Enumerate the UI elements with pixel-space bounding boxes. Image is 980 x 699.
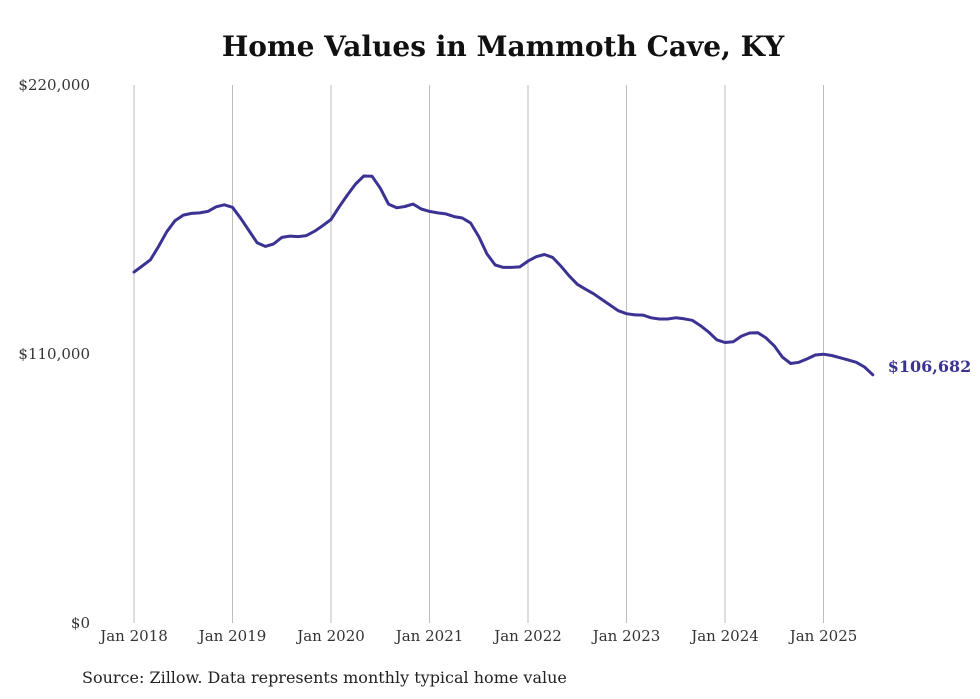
source-note: Source: Zillow. Data represents monthly … bbox=[82, 668, 567, 687]
x-tick-label: Jan 2022 bbox=[492, 627, 562, 645]
x-tick-label: Jan 2024 bbox=[689, 627, 759, 645]
x-tick-label: Jan 2025 bbox=[788, 627, 858, 645]
series-layer bbox=[132, 174, 875, 377]
x-axis-ticks: Jan 2018 Jan 2019 Jan 2020 Jan 2021 Jan 2022… bbox=[98, 627, 857, 645]
y-axis-ticks: $0 $110,000 $220,000 bbox=[18, 76, 90, 632]
series-line bbox=[132, 174, 875, 377]
y-tick-label: $220,000 bbox=[18, 76, 90, 94]
x-tick-label: Jan 2021 bbox=[394, 627, 464, 645]
gridlines bbox=[133, 85, 824, 623]
end-value-label: $106,682 bbox=[888, 357, 972, 376]
chart-title: Home Values in Mammoth Cave, KY bbox=[221, 30, 785, 63]
x-tick-label: Jan 2018 bbox=[98, 627, 168, 645]
y-tick-label: $110,000 bbox=[18, 345, 90, 363]
x-tick-label: Jan 2020 bbox=[295, 627, 365, 645]
x-tick-label: Jan 2019 bbox=[197, 627, 267, 645]
y-tick-label: $0 bbox=[71, 614, 90, 632]
x-tick-label: Jan 2023 bbox=[591, 627, 661, 645]
